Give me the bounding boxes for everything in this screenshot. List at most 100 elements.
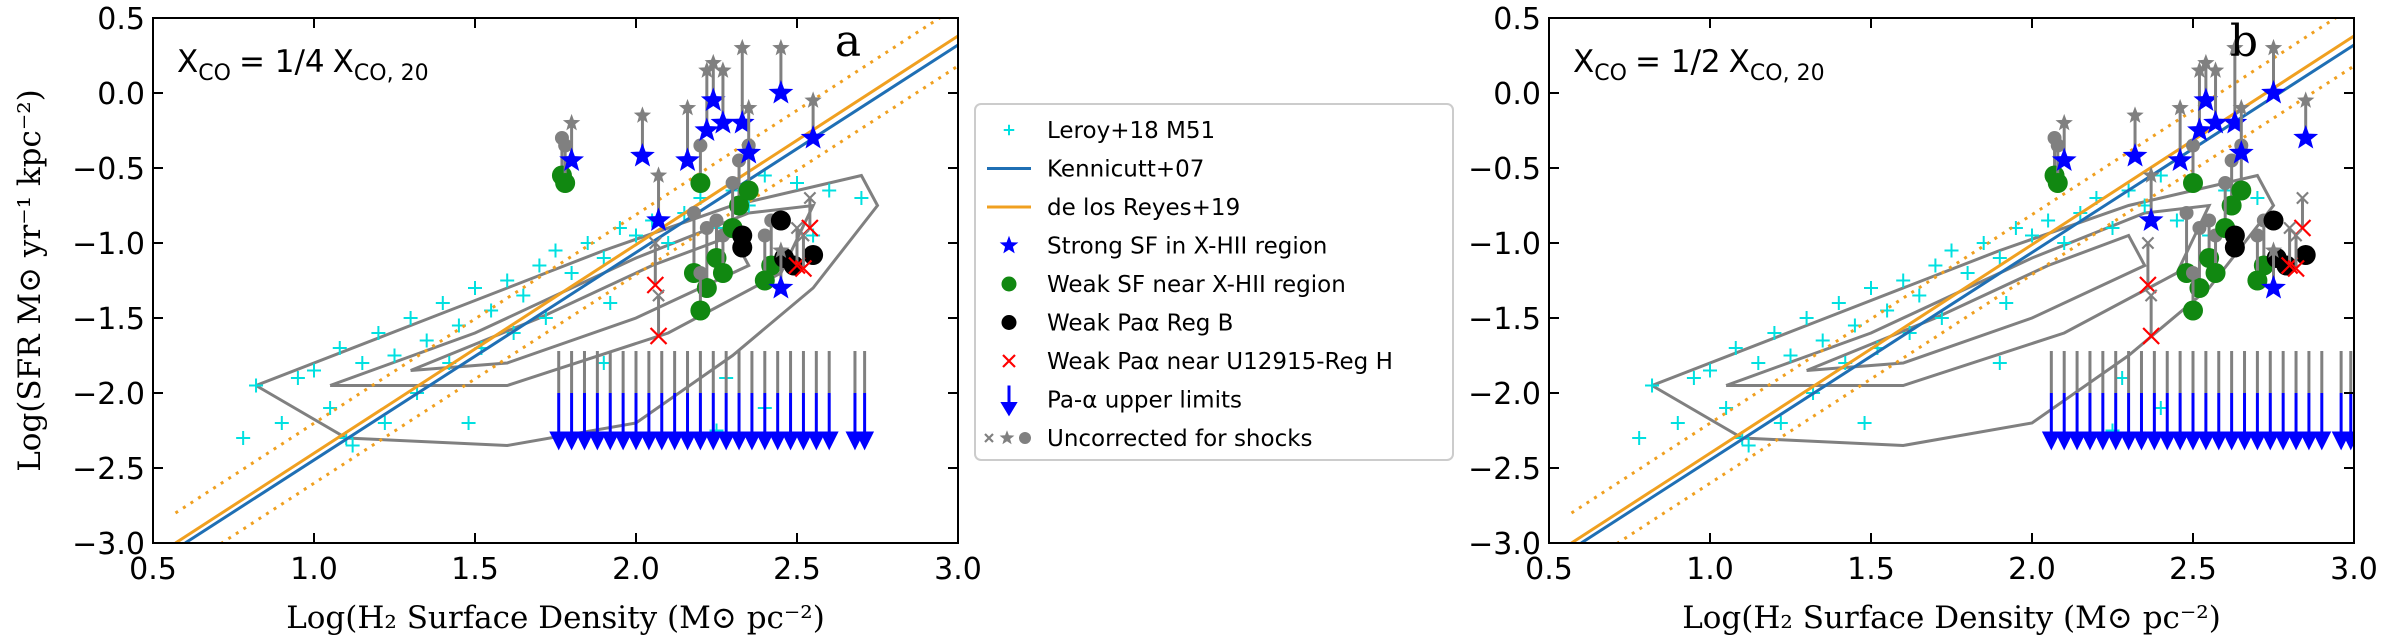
upper-limit (2260, 393, 2280, 451)
upper-limit (639, 393, 659, 451)
contour (255, 173, 880, 448)
legend-swatch (1003, 124, 1015, 136)
data-point (768, 80, 794, 104)
data-point (596, 356, 611, 370)
uncorrected-point (2197, 53, 2215, 71)
data-point (1773, 416, 1788, 430)
y-tick-label: 0.5 (97, 2, 145, 37)
fit-line (174, 34, 958, 543)
data-point (2105, 221, 2120, 235)
data-point (371, 326, 386, 340)
upper-limit (819, 393, 839, 451)
scatter-bound (1615, 64, 2354, 543)
upper-limit (768, 393, 788, 451)
uncorrected-point (2192, 221, 2207, 235)
x-tick-label: 1.5 (451, 552, 499, 587)
x-tick-label: 3.0 (934, 552, 982, 587)
upper-limit (2093, 393, 2113, 451)
data-point (1831, 296, 1846, 310)
x-tick-label: 2.0 (612, 552, 660, 587)
annotation-part: = 1/4 (239, 44, 325, 80)
annotation-part: CO (1594, 61, 1627, 86)
legend-item: Uncorrected for shocks (984, 426, 1313, 452)
uncorrected-point (693, 138, 708, 153)
data-point (1928, 258, 1943, 273)
data-point (661, 236, 676, 250)
data-point (355, 356, 370, 370)
uncorrected-point (2179, 206, 2194, 220)
uncorrected-point (2264, 241, 2283, 258)
plot-frame (1548, 17, 2355, 544)
data-point (2276, 255, 2297, 276)
upper-limit (2247, 393, 2267, 451)
uncorrected-point (2218, 176, 2233, 190)
data-point (736, 140, 762, 164)
uncorrected-point (2226, 38, 2244, 56)
legend-label: Weak Paα Reg B (1047, 311, 1233, 337)
data-point (1741, 438, 1756, 453)
upper-limit (600, 393, 620, 451)
data-point (1934, 311, 1949, 325)
data-point (690, 173, 711, 193)
data-point (794, 259, 813, 278)
x-tick-label: 2.5 (773, 552, 821, 587)
data-point (2205, 263, 2226, 283)
y-tick-label: 0.5 (1493, 2, 1541, 37)
annotation-part: X (1573, 44, 1594, 80)
data-point (2193, 87, 2219, 111)
uncorrected-point (732, 153, 747, 168)
upper-limit (2106, 393, 2126, 451)
data-point (1799, 311, 1814, 325)
plot-area (174, 18, 958, 543)
data-point (461, 416, 476, 430)
annotation-part: X (1729, 44, 1750, 80)
legend-swatch (1000, 385, 1018, 417)
upper-limit (690, 393, 710, 451)
annotation-part: CO, 20 (1750, 61, 1825, 86)
legend-label: Weak Paα near U12915-Reg H (1047, 349, 1393, 375)
x-tick-label: 2.5 (2169, 552, 2217, 587)
x-tick-label: 1.0 (290, 552, 338, 587)
upper-limit (716, 393, 736, 451)
annotation-part: = 1/2 (1635, 44, 1721, 80)
uncorrected-point (2126, 106, 2144, 123)
data-point (1728, 341, 1743, 355)
scatter-bound (174, 18, 943, 515)
data-point (1896, 273, 1911, 288)
upper-limit (2067, 393, 2087, 451)
data-point (2247, 270, 2268, 291)
data-point (1912, 288, 1927, 303)
uncorrected-point (2144, 289, 2158, 302)
upper-limit (2196, 393, 2216, 451)
data-point (690, 300, 711, 321)
legend-item: Strong SF in X-HII region (999, 234, 1327, 260)
data-point (2187, 117, 2212, 141)
data-point (1783, 348, 1798, 363)
uncorrected-point (652, 289, 665, 302)
annotation-part: X (333, 44, 354, 80)
upper-limit (549, 393, 569, 451)
legend-box (974, 103, 1454, 461)
data-point (332, 341, 347, 355)
panel-label: b (2230, 16, 2258, 67)
data-point (803, 245, 824, 265)
data-point (738, 180, 759, 201)
data-point (419, 333, 434, 348)
upper-limit (2170, 393, 2190, 451)
data-point (710, 110, 736, 134)
legend-item: Leroy+18 M51 (1003, 118, 1215, 144)
data-point (2263, 210, 2284, 231)
y-tick-label: −3.0 (1468, 527, 1541, 562)
data-point (555, 173, 576, 193)
upper-limit (855, 393, 875, 451)
fit-line (184, 43, 958, 543)
upper-limit (2286, 393, 2306, 451)
data-point (564, 266, 579, 280)
legend-swatch (984, 433, 994, 443)
x-tick-label: 2.0 (2008, 552, 2056, 587)
upper-limit (2183, 393, 2203, 451)
uncorrected-point (733, 38, 751, 56)
uncorrected-point (757, 228, 772, 243)
data-point (2228, 140, 2254, 164)
